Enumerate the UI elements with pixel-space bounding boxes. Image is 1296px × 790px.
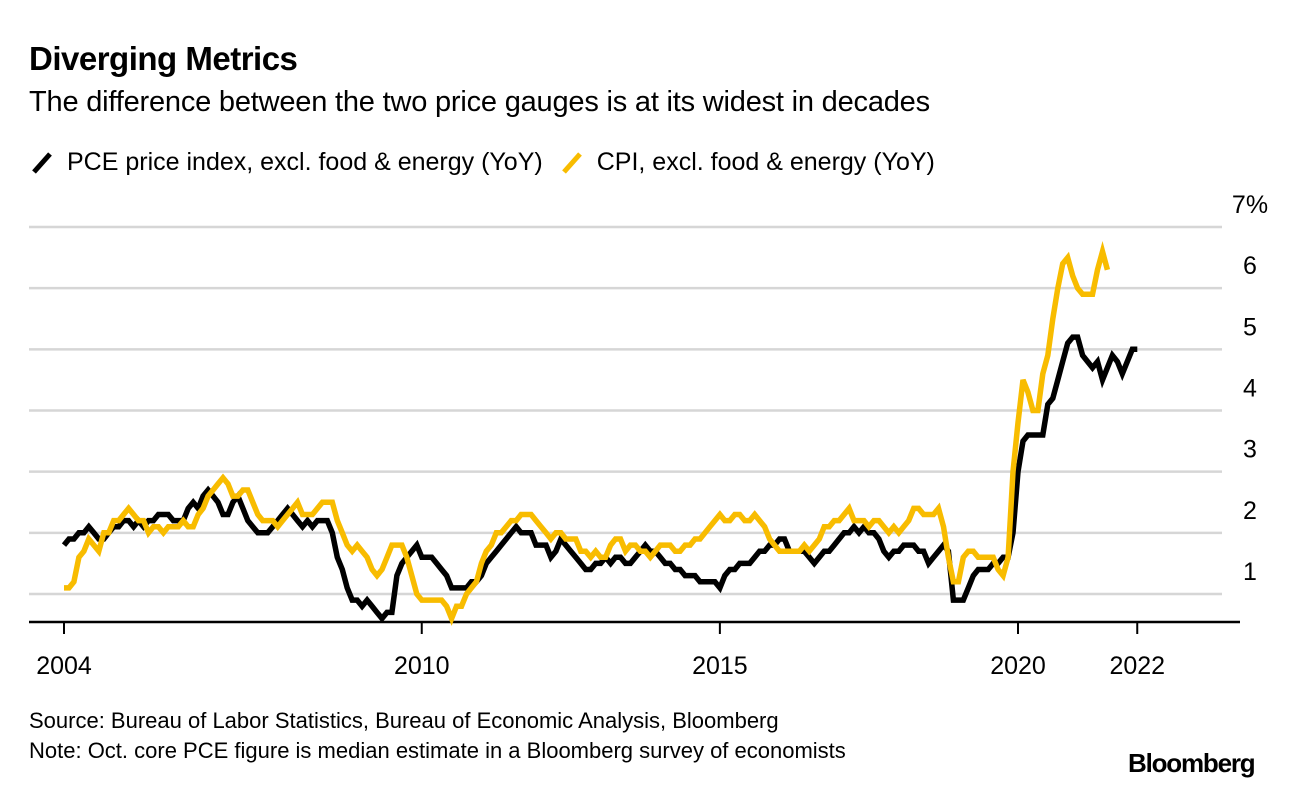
- source-text: Source: Bureau of Labor Statistics, Bure…: [29, 708, 779, 733]
- y-tick-label-7: 7%: [1232, 191, 1268, 219]
- legend: PCE price index, excl. food & energy (Yo…: [29, 148, 951, 177]
- legend-label-pce: PCE price index, excl. food & energy (Yo…: [67, 148, 543, 176]
- legend-label-cpi: CPI, excl. food & energy (YoY): [596, 148, 935, 176]
- line-chart: 1 2 3 4 5 6 7% 2004 2010 2015 2020 2022: [29, 191, 1268, 680]
- y-tick-label-5: 5: [1243, 313, 1257, 341]
- bloomberg-logo: Bloomberg: [1128, 748, 1256, 778]
- y-tick-label-1: 1: [1243, 558, 1257, 586]
- note-text: Note: Oct. core PCE figure is median est…: [29, 738, 846, 763]
- legend-item-pce: PCE price index, excl. food & energy (Yo…: [29, 148, 543, 177]
- y-tick-label-2: 2: [1243, 497, 1257, 525]
- legend-swatch-cpi-icon: [561, 151, 582, 174]
- y-tick-label-6: 6: [1243, 252, 1257, 280]
- x-tick-label-2010: 2010: [394, 652, 450, 680]
- legend-item-cpi: CPI, excl. food & energy (YoY): [559, 148, 935, 177]
- y-tick-label-3: 3: [1243, 436, 1257, 464]
- x-tick-label-2004: 2004: [36, 652, 92, 680]
- x-tick-label-2020: 2020: [990, 652, 1046, 680]
- x-tick-label-2015: 2015: [692, 652, 748, 680]
- series-line-pce: [61, 334, 1138, 623]
- series-line-cpi: [64, 240, 1111, 626]
- legend-swatch-pce-icon: [32, 151, 52, 174]
- x-tick-label-2022: 2022: [1109, 652, 1165, 680]
- chart-subtitle: The difference between the two price gau…: [29, 86, 930, 118]
- chart-title: Diverging Metrics: [29, 40, 298, 77]
- y-tick-label-4: 4: [1243, 375, 1257, 403]
- source-note: Source: Bureau of Labor Statistics, Bure…: [29, 706, 846, 766]
